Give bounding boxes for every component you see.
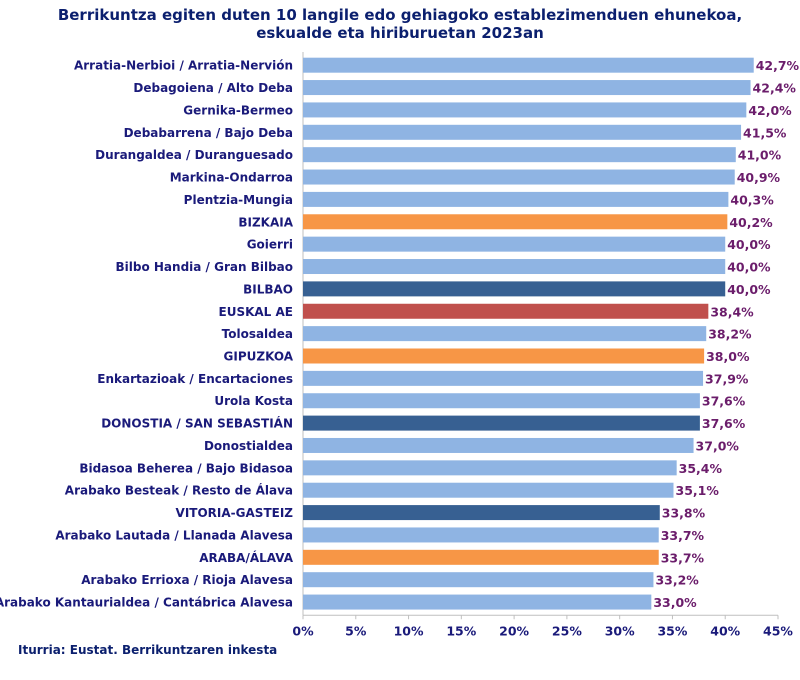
bar-2 bbox=[303, 102, 747, 118]
chart-title-line-2: eskualde eta hiriburuetan 2023an bbox=[256, 24, 544, 42]
category-label-23: Arabako Errioxa / Rioja Alavesa bbox=[81, 573, 293, 587]
x-tick-label-4: 20% bbox=[499, 623, 529, 638]
category-label-14: Enkartazioak / Encartaciones bbox=[97, 372, 293, 386]
value-label-19: 35,1% bbox=[676, 483, 720, 498]
bar-24 bbox=[303, 594, 652, 610]
category-label-11: EUSKAL AE bbox=[219, 305, 293, 319]
bar-11 bbox=[303, 303, 709, 319]
category-label-12: Tolosaldea bbox=[222, 327, 293, 341]
value-label-13: 38,0% bbox=[706, 349, 750, 364]
value-label-17: 37,0% bbox=[696, 438, 740, 453]
value-label-20: 33,8% bbox=[662, 506, 706, 521]
category-label-5: Markina-Ondarroa bbox=[170, 171, 293, 185]
bar-19 bbox=[303, 482, 674, 498]
bar-23 bbox=[303, 572, 654, 588]
value-label-23: 33,2% bbox=[655, 573, 699, 588]
category-label-17: Donostialdea bbox=[204, 439, 293, 453]
chart-title-line-1: Berrikuntza egiten duten 10 langile edo … bbox=[58, 6, 742, 24]
x-tick-label-9: 45% bbox=[763, 623, 793, 638]
bar-16 bbox=[303, 415, 700, 431]
category-label-19: Arabako Besteak / Resto de Álava bbox=[65, 483, 293, 498]
value-label-15: 37,6% bbox=[702, 394, 746, 409]
value-label-0: 42,7% bbox=[756, 58, 800, 73]
bar-8 bbox=[303, 236, 726, 252]
category-label-22: ARABA/ÁLAVA bbox=[199, 550, 294, 565]
bar-12 bbox=[303, 326, 707, 342]
category-label-10: BILBAO bbox=[243, 282, 293, 296]
bar-13 bbox=[303, 348, 705, 364]
x-tick-label-1: 5% bbox=[345, 623, 367, 638]
bar-1 bbox=[303, 80, 751, 96]
value-label-4: 41,0% bbox=[738, 148, 782, 163]
bar-17 bbox=[303, 437, 694, 453]
bar-10 bbox=[303, 281, 726, 297]
category-label-9: Bilbo Handia / Gran Bilbao bbox=[116, 260, 294, 274]
value-label-8: 40,0% bbox=[727, 237, 771, 252]
category-label-16: DONOSTIA / SAN SEBASTIÁN bbox=[101, 416, 293, 431]
bar-14 bbox=[303, 370, 704, 386]
bar-9 bbox=[303, 259, 726, 275]
category-label-8: Goierri bbox=[247, 238, 293, 252]
category-label-0: Arratia-Nerbioi / Arratia-Nervión bbox=[74, 59, 293, 73]
value-label-14: 37,9% bbox=[705, 371, 749, 386]
bar-20 bbox=[303, 505, 660, 521]
value-label-22: 33,7% bbox=[661, 550, 705, 565]
category-label-13: GIPUZKOA bbox=[224, 349, 294, 363]
bar-5 bbox=[303, 169, 735, 185]
x-tick-label-8: 40% bbox=[710, 623, 740, 638]
category-label-15: Urola Kosta bbox=[214, 394, 293, 408]
category-label-3: Debabarrena / Bajo Deba bbox=[124, 126, 293, 140]
x-tick-label-5: 25% bbox=[552, 623, 582, 638]
value-label-3: 41,5% bbox=[743, 125, 787, 140]
bar-21 bbox=[303, 527, 659, 543]
bar-4 bbox=[303, 147, 736, 163]
bar-22 bbox=[303, 549, 659, 565]
x-tick-label-2: 10% bbox=[394, 623, 424, 638]
category-label-20: VITORIA-GASTEIZ bbox=[176, 506, 294, 520]
bar-15 bbox=[303, 393, 700, 409]
category-label-1: Debagoiena / Alto Deba bbox=[133, 81, 293, 95]
value-label-10: 40,0% bbox=[727, 282, 771, 297]
category-label-18: Bidasoa Beherea / Bajo Bidasoa bbox=[79, 461, 293, 475]
category-label-24: Arabako Kantaurialdea / Cantábrica Alave… bbox=[0, 596, 293, 610]
value-label-7: 40,2% bbox=[729, 215, 773, 230]
value-label-2: 42,0% bbox=[748, 103, 792, 118]
value-label-9: 40,0% bbox=[727, 260, 771, 275]
bar-6 bbox=[303, 191, 729, 207]
bar-7 bbox=[303, 214, 728, 230]
x-tick-label-3: 15% bbox=[446, 623, 476, 638]
bar-18 bbox=[303, 460, 677, 476]
category-label-4: Durangaldea / Duranguesado bbox=[95, 148, 293, 162]
category-label-6: Plentzia-Mungia bbox=[184, 193, 293, 207]
bar-0 bbox=[303, 57, 754, 73]
value-label-6: 40,3% bbox=[730, 192, 774, 207]
value-label-21: 33,7% bbox=[661, 528, 705, 543]
value-label-1: 42,4% bbox=[753, 81, 797, 96]
value-label-16: 37,6% bbox=[702, 416, 746, 431]
value-label-5: 40,9% bbox=[737, 170, 781, 185]
category-label-21: Arabako Lautada / Llanada Alavesa bbox=[55, 528, 293, 542]
bar-3 bbox=[303, 124, 742, 140]
x-tick-label-6: 30% bbox=[605, 623, 635, 638]
category-label-2: Gernika-Bermeo bbox=[183, 103, 293, 117]
value-label-12: 38,2% bbox=[708, 327, 752, 342]
source-note: Iturria: Eustat. Berrikuntzaren inkesta bbox=[18, 643, 277, 657]
value-label-24: 33,0% bbox=[653, 595, 697, 610]
x-tick-label-0: 0% bbox=[292, 623, 314, 638]
plot-area: Arratia-Nerbioi / Arratia-Nervión 42,7% De… bbox=[0, 52, 800, 638]
x-tick-label-7: 35% bbox=[657, 623, 687, 638]
value-label-18: 35,4% bbox=[679, 461, 723, 476]
category-label-7: BIZKAIA bbox=[238, 215, 293, 229]
value-label-11: 38,4% bbox=[710, 304, 754, 319]
